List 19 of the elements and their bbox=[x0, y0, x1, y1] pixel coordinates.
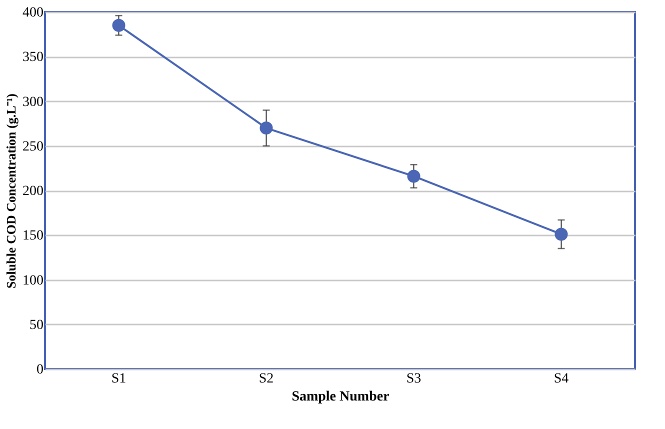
x-tick-label: S2 bbox=[258, 372, 274, 386]
y-tick-label: 300 bbox=[22, 94, 44, 110]
point bbox=[112, 18, 126, 32]
x-tick-label: S1 bbox=[111, 372, 126, 386]
y-tick-label: 50 bbox=[30, 318, 44, 333]
y-axis-title: Soluble COD Concentration (g.L⁻¹) bbox=[4, 94, 18, 288]
y-tick-label: 350 bbox=[22, 50, 44, 66]
y-tick-label: 400 bbox=[22, 6, 44, 20]
y-tick-label: 0 bbox=[36, 362, 44, 378]
y-tick-label: 100 bbox=[22, 273, 44, 288]
x-tick-label: S3 bbox=[406, 372, 422, 386]
point bbox=[407, 170, 420, 183]
x-axis-title: Sample Number bbox=[292, 390, 390, 404]
y-tick-label: 150 bbox=[22, 228, 44, 244]
y-tick-label: 250 bbox=[22, 139, 44, 154]
x-tick-label: S4 bbox=[554, 372, 569, 386]
y-tick-label: 200 bbox=[22, 184, 44, 199]
point bbox=[260, 122, 273, 135]
point bbox=[554, 228, 568, 241]
